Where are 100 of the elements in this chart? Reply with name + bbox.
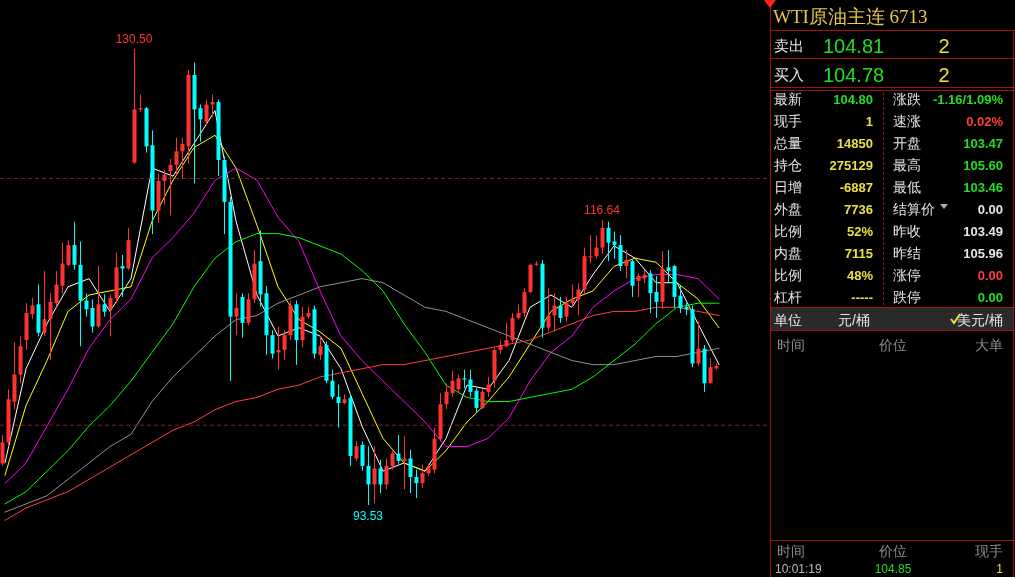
text: 现手 xyxy=(975,543,1003,559)
candlestick xyxy=(600,219,605,255)
text: 比例 xyxy=(774,223,802,239)
candlestick xyxy=(318,335,323,361)
candlestick xyxy=(0,434,5,467)
candlestick xyxy=(666,249,671,284)
candlestick xyxy=(168,158,173,217)
candlestick xyxy=(84,292,89,318)
text: 总量 xyxy=(773,135,802,151)
text: 跌停 xyxy=(893,289,921,305)
text: 105.60 xyxy=(963,158,1003,173)
candlestick xyxy=(504,322,509,348)
candlestick xyxy=(552,292,557,332)
candlestick xyxy=(102,293,107,318)
text: 内盘 xyxy=(774,245,802,261)
text: 美元/桶 xyxy=(957,312,1003,328)
candlestick xyxy=(486,376,491,398)
candlestick xyxy=(162,169,167,205)
text: 卖出 xyxy=(774,37,804,54)
candlestick xyxy=(72,221,77,271)
candlestick xyxy=(210,94,215,118)
text: 最低 xyxy=(893,179,921,195)
candlestick xyxy=(648,269,653,314)
candlestick xyxy=(624,249,629,279)
candlestick xyxy=(42,270,47,337)
candlestick xyxy=(354,440,359,462)
text: 0.02% xyxy=(966,114,1004,129)
text: 大单 xyxy=(975,337,1003,353)
text: 1 xyxy=(865,114,873,129)
text: 0.00 xyxy=(977,268,1003,283)
candlestick xyxy=(234,292,239,336)
annotation: 130.50 xyxy=(115,32,153,46)
candlestick xyxy=(48,292,53,361)
candlestick xyxy=(282,329,287,361)
text: -6887 xyxy=(839,180,873,195)
text: 0.00 xyxy=(977,202,1003,217)
candlestick xyxy=(444,382,449,410)
candlestick xyxy=(270,329,275,360)
candlestick xyxy=(522,287,527,318)
text: ----- xyxy=(851,290,873,305)
text: 104.81 xyxy=(823,35,885,57)
candlestick xyxy=(546,287,551,332)
candlestick xyxy=(558,296,563,324)
candlestick xyxy=(390,450,395,471)
candlestick xyxy=(678,285,683,314)
text: 103.49 xyxy=(963,224,1003,239)
candlestick xyxy=(510,312,515,344)
text: 单位 xyxy=(774,312,802,328)
text: 104.80 xyxy=(833,92,873,107)
text: 103.46 xyxy=(963,180,1003,195)
candlestick xyxy=(564,296,569,323)
candlestick xyxy=(450,370,455,398)
candlestick xyxy=(474,387,479,414)
text: 结算价 xyxy=(893,201,935,217)
candlestick xyxy=(66,239,71,267)
candlestick xyxy=(90,298,95,334)
candlestick xyxy=(606,221,611,262)
candlestick xyxy=(480,388,485,410)
text: 比例 xyxy=(774,267,802,283)
annotation: 93.53 xyxy=(352,509,384,523)
text: WTI原油主连 6713 xyxy=(773,6,928,27)
candlestick xyxy=(60,242,65,294)
text: 杠杆 xyxy=(773,289,802,305)
candlestick xyxy=(336,383,341,429)
text: 昨结 xyxy=(893,245,921,261)
text: 1 xyxy=(996,562,1004,576)
candlestick xyxy=(612,231,617,260)
candlestick xyxy=(366,445,371,506)
candlestick xyxy=(654,275,659,319)
candlestick xyxy=(360,440,365,472)
text: 7115 xyxy=(844,246,873,261)
text: 52% xyxy=(846,224,874,239)
candlestick xyxy=(30,297,35,320)
text: 涨停 xyxy=(893,267,921,283)
candlestick xyxy=(96,265,101,329)
candlestick xyxy=(636,272,641,298)
text: 2 xyxy=(938,35,950,57)
candlestick xyxy=(330,369,335,400)
candlestick xyxy=(402,435,407,490)
text: 开盘 xyxy=(893,135,921,151)
text: 时间 xyxy=(777,543,805,559)
text: 时间 xyxy=(777,337,805,353)
text: 日增 xyxy=(774,179,802,195)
candlestick xyxy=(414,469,419,499)
text: 104.85 xyxy=(874,562,912,576)
candlestick xyxy=(372,445,377,504)
text: 0.00 xyxy=(977,290,1003,305)
candlestick xyxy=(420,464,425,489)
candlestick xyxy=(576,282,581,316)
candlestick xyxy=(120,254,125,298)
text: 价位 xyxy=(878,543,907,559)
candlestick xyxy=(708,358,713,384)
annotation: 116.64 xyxy=(584,202,621,217)
text: 持仓 xyxy=(774,157,802,173)
text: -1.16/1.09% xyxy=(932,92,1004,107)
text: 买入 xyxy=(774,66,804,83)
candlestick xyxy=(462,369,467,389)
candlestick xyxy=(108,293,113,337)
text: 104.78 xyxy=(823,64,885,86)
candlestick xyxy=(204,99,209,126)
